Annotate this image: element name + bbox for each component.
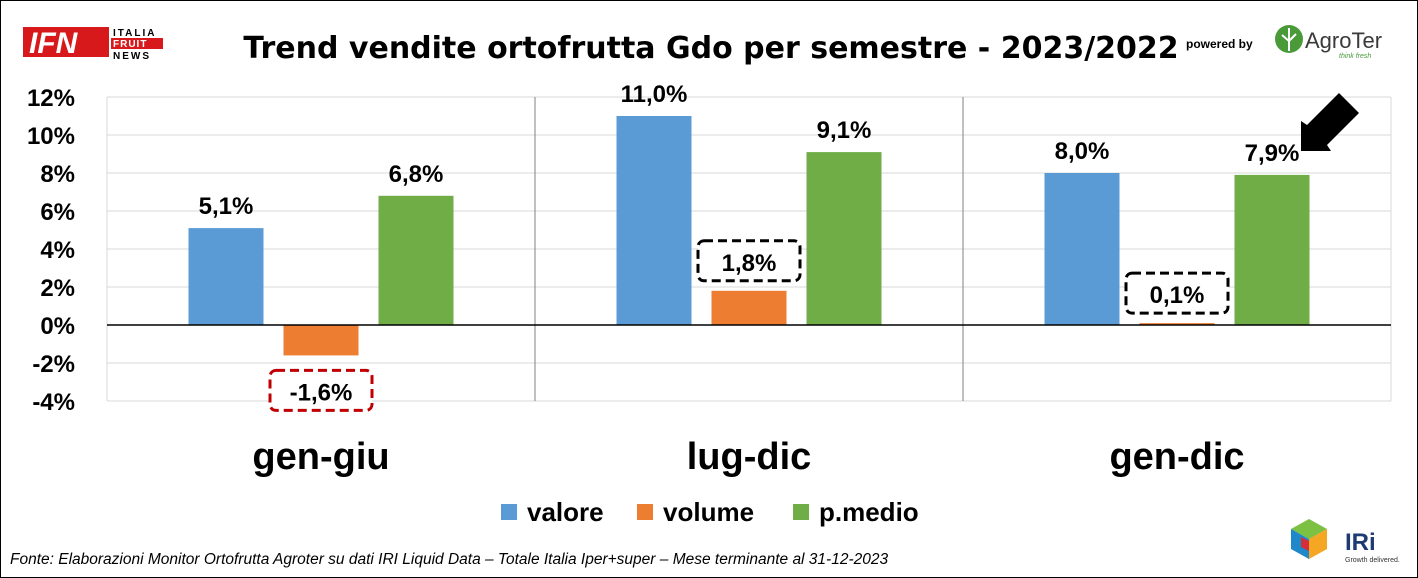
- data-label-pmedio-gen-giu: 6,8%: [389, 161, 444, 188]
- data-label-valore-lug-dic: 11,0%: [621, 81, 688, 108]
- ifn-logo-line3: NEWS: [113, 51, 151, 62]
- y-tick-label: -2%: [32, 351, 75, 378]
- source-note: Fonte: Elaborazioni Monitor Ortofrutta A…: [10, 551, 888, 568]
- y-axis-ticks: 12% 10% 8% 6% 4% 2% 0% -2% -4%: [27, 85, 75, 416]
- data-label-pmedio-lug-dic: 9,1%: [817, 117, 872, 144]
- legend-label-pmedio: p.medio: [819, 497, 919, 527]
- legend-swatch-volume: [637, 504, 653, 520]
- y-tick-label: -4%: [32, 389, 75, 416]
- iri-tagline: Growth delivered.: [1345, 557, 1400, 564]
- agroter-tagline: think fresh: [1339, 53, 1371, 60]
- data-label-volume-gen-giu: -1,6%: [290, 379, 353, 406]
- legend-label-valore: valore: [527, 497, 604, 527]
- bar-pmedio-gen-dic: [1234, 174, 1310, 325]
- label-highlight-box: [1124, 271, 1230, 315]
- legend-label-volume: volume: [663, 497, 754, 527]
- bar-valore-gen-dic: [1044, 173, 1120, 325]
- legend-swatch-pmedio: [793, 504, 809, 520]
- bars: [188, 116, 1310, 356]
- data-label-pmedio-gen-dic: 7,9%: [1245, 140, 1300, 167]
- ifn-logo: IFN ITALIA FRUIT NEWS: [23, 27, 163, 62]
- agroter-name: AgroTer: [1305, 28, 1382, 53]
- y-tick-label: 6%: [40, 199, 75, 226]
- bar-volume-lug-dic: [711, 290, 787, 325]
- bar-volume-gen-giu: [283, 325, 359, 356]
- highlight-arrow-icon: [1301, 93, 1359, 151]
- powered-by-label: powered by: [1186, 37, 1253, 51]
- y-tick-label: 0%: [40, 313, 75, 340]
- ifn-logo-line2: FRUIT: [113, 39, 147, 50]
- bar-pmedio-gen-giu: [378, 195, 454, 325]
- y-tick-label: 10%: [27, 123, 75, 150]
- y-tick-label: 2%: [40, 275, 75, 302]
- y-tick-label: 4%: [40, 237, 75, 264]
- label-highlight-box: [696, 239, 802, 283]
- iri-name: IRi: [1345, 529, 1376, 556]
- agroter-logo: AgroTer think fresh: [1275, 25, 1382, 60]
- bar-volume-gen-dic: [1139, 323, 1215, 325]
- bar-valore-lug-dic: [616, 116, 692, 325]
- category-label-lug-dic: lug-dic: [687, 436, 812, 478]
- category-label-gen-giu: gen-giu: [252, 436, 389, 478]
- data-labels: 5,1% -1,6% 6,8% 11,0% 1,8% 9,1% 8,0% 0,1% 7,9%: [199, 81, 1300, 412]
- ifn-logo-fruit-band: [111, 38, 163, 49]
- bar-valore-gen-giu: [188, 228, 264, 325]
- category-label-gen-dic: gen-dic: [1109, 436, 1244, 478]
- legend: valore volume p.medio: [501, 497, 919, 527]
- data-label-volume-lug-dic: 1,8%: [722, 250, 777, 277]
- bar-pmedio-lug-dic: [806, 152, 882, 325]
- ifn-logo-block: [23, 27, 109, 57]
- data-label-volume-gen-dic: 0,1%: [1150, 282, 1205, 309]
- label-highlight-box: [268, 368, 374, 412]
- category-labels: gen-giu lug-dic gen-dic: [252, 436, 1244, 478]
- chart-title: Trend vendite ortofrutta Gdo per semestr…: [243, 31, 1178, 66]
- ifn-logo-text: IFN: [29, 27, 79, 60]
- y-tick-label: 8%: [40, 161, 75, 188]
- iri-logo: IRi Growth delivered.: [1291, 519, 1400, 564]
- y-tick-label: 12%: [27, 85, 75, 112]
- data-label-valore-gen-dic: 8,0%: [1055, 138, 1110, 165]
- ifn-logo-line1: ITALIA: [113, 28, 156, 39]
- data-label-valore-gen-giu: 5,1%: [199, 193, 254, 220]
- legend-swatch-valore: [501, 504, 517, 520]
